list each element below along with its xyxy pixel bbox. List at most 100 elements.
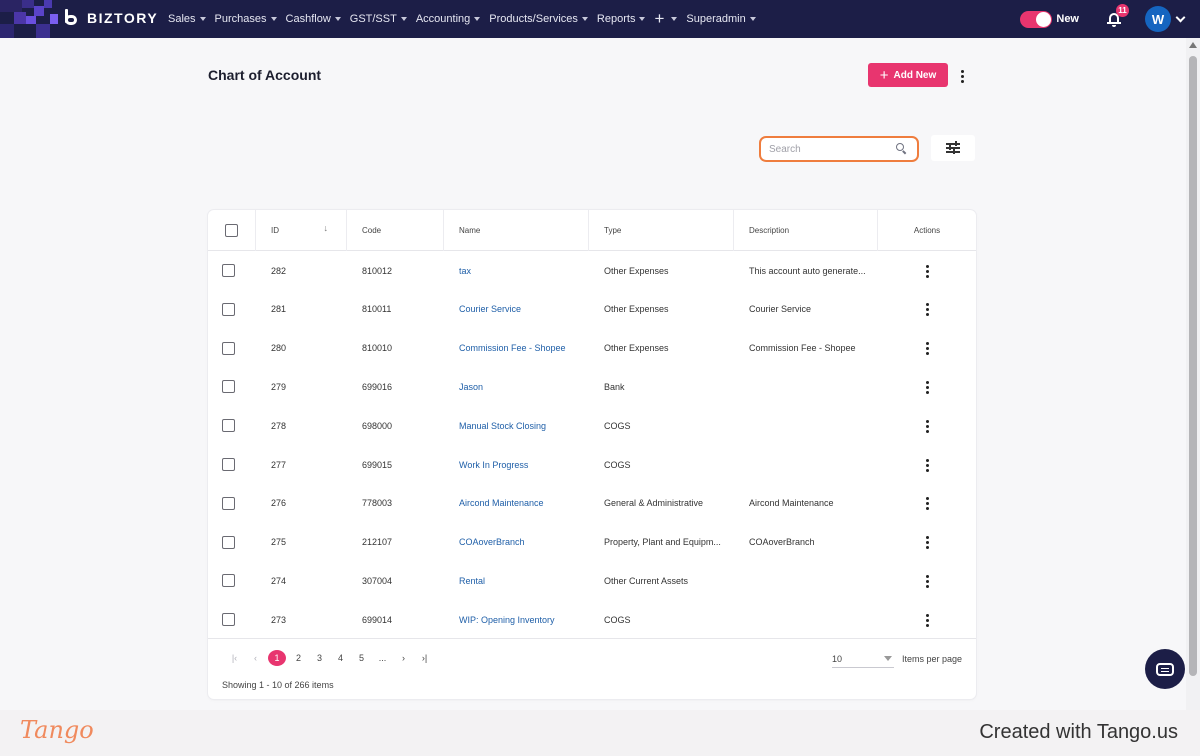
header-description-label: Description	[749, 226, 790, 235]
page-scrollbar[interactable]	[1186, 38, 1200, 710]
row-actions-icon[interactable]	[922, 536, 932, 550]
page-button-5[interactable]: 5	[358, 653, 364, 663]
items-per-page-select[interactable]: 10	[832, 650, 894, 668]
table-row[interactable]: 276 778003 Aircond Maintenance General & Ad…	[208, 484, 976, 523]
prev-page-button[interactable]: ‹	[254, 653, 257, 663]
menu-cashflow[interactable]: Cashflow	[286, 13, 341, 25]
cell-name[interactable]: Commission Fee - Shopee	[459, 343, 566, 354]
row-checkbox[interactable]	[222, 264, 235, 277]
cell-name[interactable]: Courier Service	[459, 304, 522, 315]
row-checkbox[interactable]	[222, 419, 235, 433]
brand-logo[interactable]: BIZTORY	[62, 8, 158, 28]
cell-type: Bank	[604, 381, 625, 392]
page-button-1[interactable]: 1	[268, 650, 286, 666]
row-checkbox[interactable]	[222, 458, 235, 471]
menu-products-services[interactable]: Products/Services	[489, 13, 588, 25]
row-actions-icon[interactable]	[922, 264, 932, 278]
menu-quick-add[interactable]: +	[654, 9, 678, 29]
page-ellipsis-button[interactable]: ...	[378, 653, 387, 663]
menu-superadmin[interactable]: Superadmin	[686, 13, 756, 25]
header-description[interactable]: Description	[734, 210, 878, 251]
cell-name[interactable]: WIP: Opening Inventory	[459, 614, 555, 625]
page-button-4[interactable]: 4	[337, 653, 343, 663]
chevron-down-icon[interactable]	[1175, 12, 1186, 22]
header-type[interactable]: Type	[589, 210, 734, 251]
table-row[interactable]: 279 699016 Jason Bank	[208, 367, 976, 406]
header-actions: Actions	[878, 210, 976, 251]
search-input[interactable]	[769, 143, 889, 155]
menu-accounting[interactable]: Accounting	[416, 13, 481, 25]
row-checkbox[interactable]	[222, 302, 235, 316]
filter-button[interactable]	[931, 135, 975, 161]
notifications-bell-icon[interactable]: 11	[1105, 4, 1129, 28]
row-select-cell	[222, 329, 235, 368]
table-row[interactable]: 273 699014 WIP: Opening Inventory COGS	[208, 600, 976, 639]
row-checkbox[interactable]	[222, 535, 235, 549]
add-new-button[interactable]: + Add New	[868, 63, 948, 87]
cell-name[interactable]: Rental	[459, 575, 486, 586]
menu-purchases[interactable]: Purchases	[215, 13, 277, 25]
row-actions-icon[interactable]	[922, 574, 932, 588]
cell-name[interactable]: Aircond Maintenance	[459, 498, 544, 509]
cell-id: 277	[271, 459, 287, 470]
chat-launcher-button[interactable]	[1145, 649, 1185, 689]
search-box	[759, 136, 919, 162]
scrollbar-thumb[interactable]	[1189, 56, 1197, 676]
menu-reports-label: Reports	[596, 13, 636, 25]
table-row[interactable]: 277 699015 Work In Progress COGS	[208, 445, 976, 484]
row-select-cell	[222, 290, 235, 329]
row-actions-icon[interactable]	[922, 613, 932, 627]
cell-name[interactable]: tax	[459, 265, 472, 276]
last-page-button[interactable]: ›|	[421, 653, 428, 663]
row-checkbox[interactable]	[222, 496, 235, 510]
page-button-2[interactable]: 2	[295, 653, 301, 663]
table-row[interactable]: 275 212107 COAoverBranch Property, Plant an…	[208, 523, 976, 562]
row-checkbox[interactable]	[222, 341, 235, 355]
row-checkbox[interactable]	[222, 574, 235, 588]
cell-type: Other Expenses	[604, 343, 669, 354]
menu-reports[interactable]: Reports	[597, 13, 646, 25]
scroll-up-arrow-icon[interactable]	[1189, 42, 1197, 48]
cell-code: 698000	[362, 420, 393, 431]
cell-name[interactable]: Manual Stock Closing	[459, 420, 547, 431]
menu-gst-sst[interactable]: GST/SST	[350, 13, 407, 25]
more-options-icon[interactable]	[957, 69, 967, 83]
row-actions-icon[interactable]	[922, 342, 932, 356]
table-row[interactable]: 281 810011 Courier Service Other Expenses Co…	[208, 290, 976, 329]
row-actions-icon[interactable]	[922, 419, 932, 433]
table-row[interactable]: 282 810012 tax Other Expenses This account a…	[208, 251, 976, 290]
menu-sales[interactable]: Sales	[168, 13, 206, 25]
table-row[interactable]: 274 307004 Rental Other Current Assets	[208, 561, 976, 600]
header-id-label: ID	[271, 226, 279, 235]
row-actions-icon[interactable]	[922, 380, 932, 394]
cell-id: 280	[271, 343, 287, 354]
row-checkbox[interactable]	[222, 613, 235, 627]
new-ui-toggle[interactable]	[1020, 10, 1053, 28]
table-row[interactable]: 280 810010 Commission Fee - Shopee Other Ex…	[208, 329, 976, 368]
next-page-button[interactable]: ›	[402, 653, 405, 663]
first-page-button[interactable]: |‹	[231, 653, 238, 663]
cell-id: 282	[271, 265, 287, 276]
row-select-cell	[222, 523, 235, 562]
header-id[interactable]: ID ↓	[256, 210, 347, 251]
cell-name[interactable]: COAoverBranch	[459, 537, 525, 548]
chevron-down-icon	[639, 17, 646, 21]
sort-arrow-down-icon[interactable]: ↓	[323, 223, 329, 233]
row-actions-icon[interactable]	[922, 458, 932, 472]
row-actions-icon[interactable]	[922, 303, 932, 317]
row-checkbox[interactable]	[222, 380, 235, 394]
page-button-3[interactable]: 3	[316, 653, 322, 663]
search-icon[interactable]	[896, 143, 907, 155]
main-menu: Sales Purchases Cashflow GST/SST Account…	[168, 0, 765, 38]
row-actions-icon[interactable]	[922, 497, 932, 511]
header-code-label: Code	[362, 226, 382, 235]
header-code[interactable]: Code	[347, 210, 444, 251]
table-row[interactable]: 278 698000 Manual Stock Closing COGS	[208, 406, 976, 445]
header-name[interactable]: Name	[444, 210, 589, 251]
items-per-page-value: 10	[832, 653, 843, 664]
toggle-knob	[1036, 11, 1052, 27]
user-avatar[interactable]: W	[1145, 6, 1171, 32]
cell-name[interactable]: Work In Progress	[459, 459, 529, 470]
select-all-checkbox[interactable]	[225, 224, 238, 237]
cell-name[interactable]: Jason	[459, 381, 484, 392]
